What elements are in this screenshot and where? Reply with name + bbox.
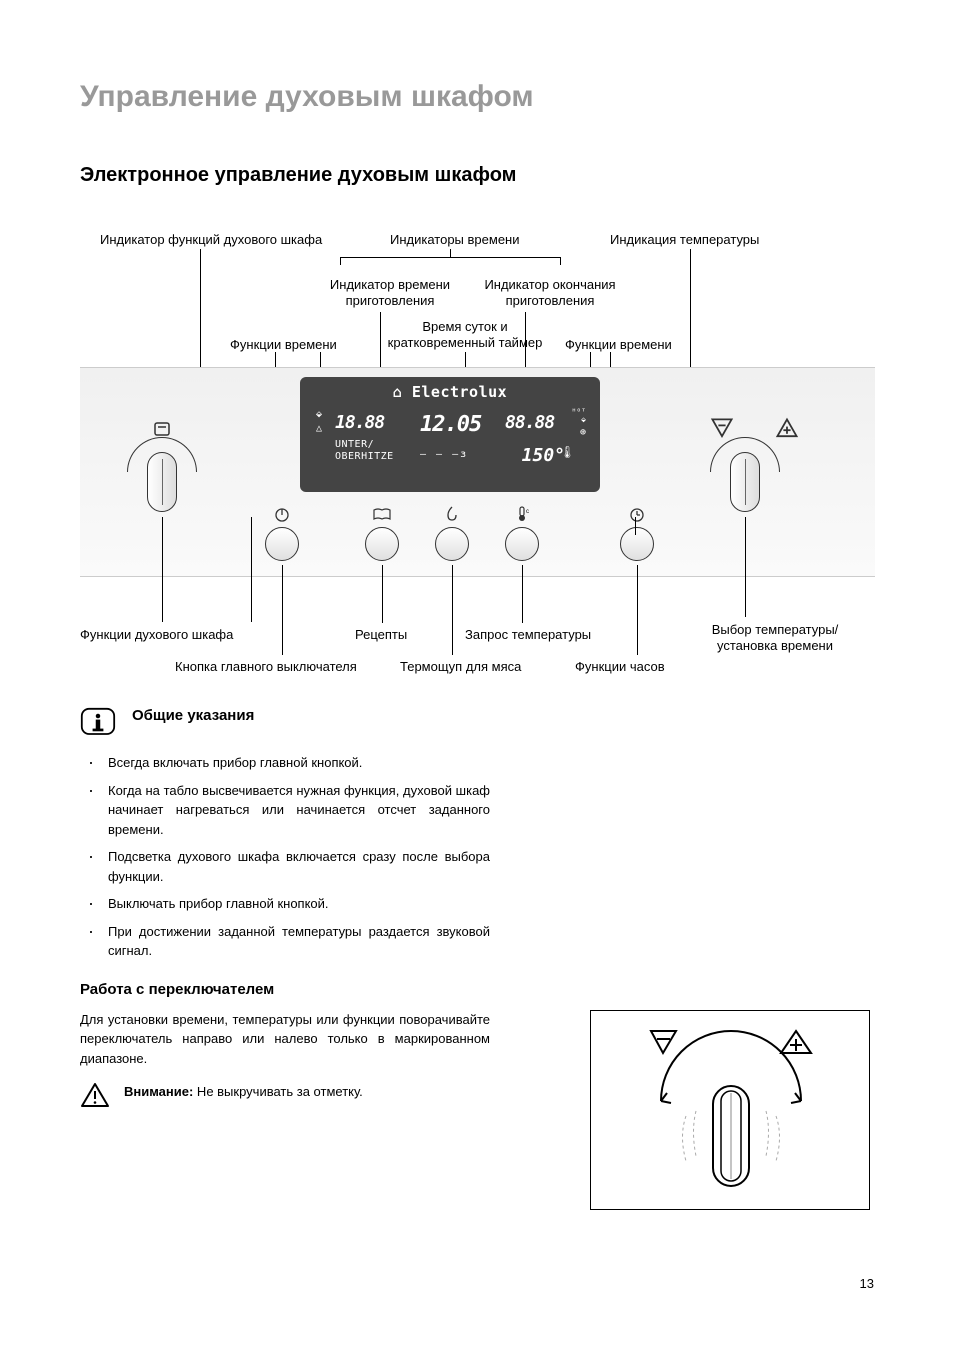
digits-center: 12.05: [420, 412, 481, 437]
info-icon: [80, 707, 116, 737]
function-knob[interactable]: [147, 452, 177, 512]
plus-triangle-icon: [775, 417, 799, 441]
list-item: Всегда включать прибор главной кнопкой.: [80, 753, 490, 773]
label-time-func-left: Функции времени: [230, 337, 337, 353]
display-text-1: UNTER/: [335, 439, 374, 450]
label-oven-functions: Функции духового шкафа: [80, 627, 233, 643]
recipe-button[interactable]: [365, 527, 399, 561]
display-dashes: — — –з: [420, 449, 468, 460]
label-meat-probe: Термощуп для мяса: [400, 659, 521, 675]
list-item: При достижении заданной температуры разд…: [80, 922, 490, 961]
page-title: Управление духовым шкафом: [80, 80, 874, 114]
list-item: Выключать прибор главной кнопкой.: [80, 894, 490, 914]
temp-knob[interactable]: [730, 452, 760, 512]
warning-row: Внимание: Не выкручивать за отметку.: [80, 1082, 490, 1108]
tempreq-button[interactable]: [505, 527, 539, 561]
label-temp-time-select: Выбор температуры/ установка времени: [695, 622, 855, 653]
list-item: Когда на табло высвечивается нужная функ…: [80, 781, 490, 840]
page-subtitle: Электронное управление духовым шкафом: [80, 164, 874, 187]
switch-para: Для установки времени, температуры или ф…: [80, 1010, 490, 1069]
display-text-2: OBERHITZE: [335, 451, 394, 462]
display-temp: 150°: [522, 445, 565, 466]
minus-triangle-icon: [710, 417, 734, 441]
switch-heading: Работа с переключателем: [80, 981, 874, 998]
recipe-icon: [370, 507, 394, 524]
power-icon: [270, 507, 294, 526]
label-func-indicator: Индикатор функций духового шкафа: [100, 232, 322, 248]
label-main-switch: Кнопка главного выключателя: [175, 659, 357, 675]
pot-icon: ⬙: [316, 409, 322, 420]
warning-icon: [80, 1082, 110, 1108]
probe-button[interactable]: [435, 527, 469, 561]
stop-icon: ⬙: [581, 415, 586, 424]
clock-icon: [625, 507, 649, 526]
oven-display: ⌂ Electrolux 18.88 12.05 88.88 UNTER/ OB…: [300, 377, 600, 492]
svg-text:c: c: [526, 509, 529, 515]
thermometer-icon: c: [510, 505, 534, 526]
label-end-time: Индикатор окончания приготовления: [475, 277, 625, 308]
label-time-indicators: Индикаторы времени: [390, 232, 520, 248]
label-temp-indication: Индикация температуры: [610, 232, 759, 248]
digits-right: 88.88: [505, 412, 554, 433]
control-panel-diagram: Индикатор функций духового шкафа Индикат…: [80, 227, 875, 667]
warning-text: Внимание: Не выкручивать за отметку.: [124, 1082, 363, 1102]
therm-icon: 🌡: [560, 445, 575, 459]
instruction-list: Всегда включать прибор главной кнопкой. …: [80, 753, 490, 961]
label-temp-request: Запрос температуры: [465, 627, 591, 643]
bell-icon: △: [316, 423, 322, 434]
label-recipes: Рецепты: [355, 627, 407, 643]
brand-label: ⌂ Electrolux: [300, 383, 600, 401]
clock-icon-small: ⊕: [580, 427, 586, 438]
label-clock-functions: Функции часов: [575, 659, 665, 675]
list-item: Подсветка духового шкафа включается сраз…: [80, 847, 490, 886]
switch-figure: [590, 1010, 870, 1210]
label-cook-time: Индикатор времени приготовления: [315, 277, 465, 308]
page-number: 13: [860, 1276, 874, 1291]
probe-icon: [440, 505, 464, 526]
clock-button[interactable]: [620, 527, 654, 561]
label-time-func-right: Функции времени: [565, 337, 672, 353]
info-heading: Общие указания: [132, 707, 254, 724]
power-button[interactable]: [265, 527, 299, 561]
switch-section: Для установки времени, температуры или ф…: [80, 1010, 874, 1210]
info-section: Общие указания: [80, 707, 874, 737]
digits-left: 18.88: [335, 412, 384, 433]
